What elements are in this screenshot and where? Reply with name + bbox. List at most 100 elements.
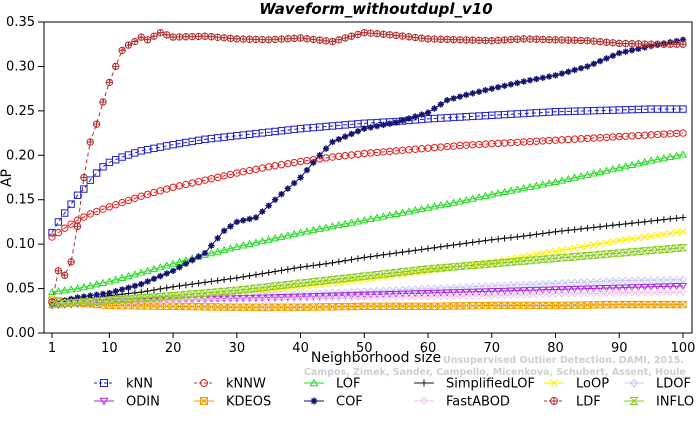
data-point-fastabod xyxy=(417,292,426,301)
data-point-cof xyxy=(259,208,266,215)
data-point-inflo xyxy=(124,295,133,303)
legend-item-inflo: INFLO xyxy=(624,395,694,410)
legend-marker-ldof xyxy=(629,378,639,388)
data-point-simplifiedlof xyxy=(494,235,502,243)
data-point-inflo xyxy=(449,263,458,271)
data-point-lof xyxy=(213,247,222,255)
data-point-cof xyxy=(233,218,241,226)
data-point-inflo xyxy=(149,293,159,301)
data-point-ldf xyxy=(424,35,432,43)
legend-item-knn: kNN xyxy=(94,377,153,392)
data-point-ldf xyxy=(182,33,190,41)
data-point-cof xyxy=(488,85,495,92)
data-point-odin xyxy=(474,288,484,296)
x-tick-label: 100 xyxy=(671,341,696,356)
series-ldf xyxy=(48,29,687,306)
data-point-loop xyxy=(558,246,566,254)
data-point-lof xyxy=(474,192,484,201)
data-point-cof xyxy=(380,121,387,129)
data-point-inflo xyxy=(614,249,624,257)
data-point-inflo xyxy=(519,257,529,265)
data-point-fastabod xyxy=(628,288,636,297)
data-point-ldf xyxy=(609,39,617,47)
data-point-lof xyxy=(532,181,541,189)
data-point-inflo xyxy=(487,259,497,268)
data-point-ldof xyxy=(252,291,260,300)
data-point-lof xyxy=(334,220,343,229)
data-point-fastabod xyxy=(264,294,273,303)
data-point-fastabod xyxy=(175,296,184,304)
legend-marker-fastabod xyxy=(419,396,429,406)
data-point-simplifiedlof xyxy=(418,246,425,253)
data-point-fastabod xyxy=(379,293,388,302)
data-point-knn xyxy=(92,169,101,177)
data-point-lof xyxy=(239,241,248,249)
data-point-simplifiedlof xyxy=(635,219,642,226)
data-point-inflo xyxy=(85,297,95,306)
data-point-cof xyxy=(195,253,202,260)
data-point-ldof xyxy=(449,283,458,292)
data-point-inflo xyxy=(200,289,210,297)
data-point-cof xyxy=(227,223,234,230)
data-point-cof xyxy=(679,36,687,43)
data-point-ldf xyxy=(386,31,394,39)
data-point-inflo xyxy=(289,280,299,288)
data-point-cof xyxy=(463,91,470,99)
y-axis-label: AP xyxy=(0,169,15,187)
data-point-ldf xyxy=(398,32,407,40)
data-point-ldf xyxy=(628,40,636,48)
data-point-inflo xyxy=(334,275,344,283)
data-point-simplifiedlof xyxy=(450,241,457,249)
data-point-ldof xyxy=(640,276,649,285)
data-point-inflo xyxy=(653,246,662,254)
data-point-simplifiedlof xyxy=(507,234,515,241)
data-point-fastabod xyxy=(589,289,598,298)
data-point-simplifiedlof xyxy=(539,230,546,237)
data-point-inflo xyxy=(563,253,573,261)
series-line-inflo xyxy=(51,247,684,306)
data-point-ldof xyxy=(481,282,490,291)
data-point-cof xyxy=(297,174,304,181)
data-point-simplifiedlof xyxy=(182,281,190,289)
data-point-ldf xyxy=(290,34,298,42)
data-point-knnw xyxy=(61,224,69,232)
data-point-fastabod xyxy=(271,294,279,303)
data-point-odin xyxy=(379,291,388,299)
data-point-simplifiedlof xyxy=(176,282,183,290)
data-point-simplifiedlof xyxy=(463,240,470,247)
data-point-fastabod xyxy=(360,293,369,302)
data-point-ldf xyxy=(194,32,203,41)
x-axis-label: Neighborhood size xyxy=(311,350,441,366)
data-point-inflo xyxy=(582,251,592,260)
data-point-simplifiedlof xyxy=(252,271,260,278)
data-point-cof xyxy=(214,235,221,242)
data-point-simplifiedlof xyxy=(201,279,209,286)
data-point-fastabod xyxy=(551,289,560,298)
series-knnw xyxy=(48,129,687,241)
y-tick-label: 0.05 xyxy=(6,282,35,297)
data-point-lof xyxy=(366,214,375,222)
data-point-inflo xyxy=(398,268,407,276)
legend-item-ldof: LDOF xyxy=(624,377,691,392)
data-point-ldf xyxy=(417,34,426,42)
data-point-loop xyxy=(673,229,681,237)
legend-marker-knnw xyxy=(200,379,208,387)
data-point-cof xyxy=(412,113,419,120)
data-point-cof xyxy=(526,77,534,84)
data-point-inflo xyxy=(640,247,650,255)
data-point-simplifiedlof xyxy=(584,224,591,232)
data-point-simplifiedlof xyxy=(647,217,655,225)
data-point-inflo xyxy=(238,285,248,294)
data-point-inflo xyxy=(589,251,599,259)
data-point-ldf xyxy=(468,36,477,44)
legend-label-lof: LOF xyxy=(336,377,361,392)
data-point-simplifiedlof xyxy=(169,283,177,290)
data-point-knnw xyxy=(163,185,171,193)
y-tick-label: 0.30 xyxy=(6,59,35,74)
data-point-odin xyxy=(468,288,477,296)
data-point-lof xyxy=(79,282,88,291)
data-point-cof xyxy=(424,109,432,116)
data-point-cof xyxy=(501,82,508,89)
data-point-fastabod xyxy=(258,294,267,303)
data-point-fastabod xyxy=(583,289,592,298)
